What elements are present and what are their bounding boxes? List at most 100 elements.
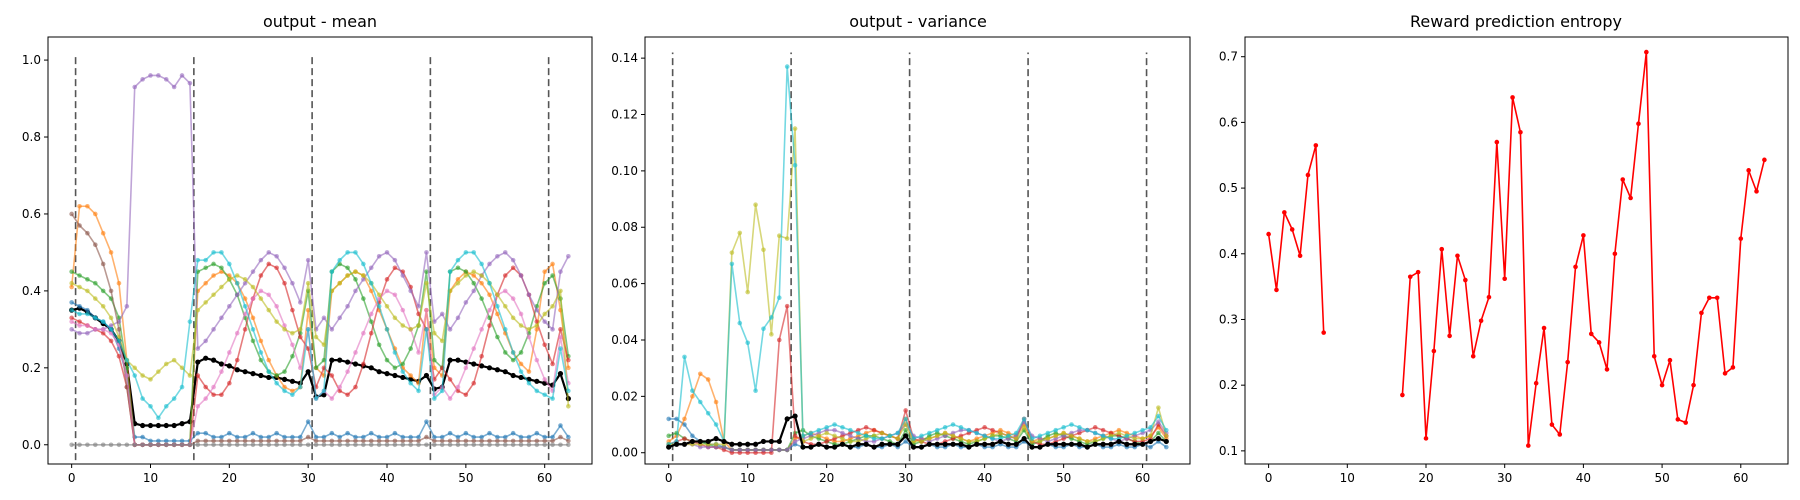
data-point [566, 442, 571, 448]
data-point [361, 434, 366, 440]
data-point [713, 441, 719, 447]
series-line [71, 301, 570, 442]
data-point [321, 315, 327, 321]
data-point [353, 269, 358, 274]
data-point [345, 273, 350, 278]
data-point [179, 421, 185, 427]
data-point [690, 433, 695, 439]
data-point [171, 442, 177, 448]
x-tick-label: 40 [1576, 471, 1591, 485]
data-point [416, 438, 421, 444]
data-point [179, 384, 185, 390]
data-point [542, 434, 547, 440]
data-point [93, 442, 98, 448]
y-tick-label: 1.0 [22, 53, 41, 67]
data-point [368, 430, 374, 436]
data-point [526, 292, 532, 298]
data-point [132, 365, 138, 371]
data-point [534, 388, 540, 394]
data-point [1659, 382, 1665, 388]
data-point [502, 369, 508, 375]
data-point [502, 273, 508, 278]
data-point [321, 442, 327, 448]
data-point [329, 430, 335, 436]
data-point [195, 373, 201, 378]
data-point [1510, 95, 1515, 100]
data-point [534, 442, 540, 448]
data-point [518, 311, 524, 317]
x-tick-label: 50 [1056, 471, 1071, 485]
data-point [729, 261, 735, 267]
data-point [745, 340, 750, 346]
data-point [376, 303, 382, 309]
data-point [848, 439, 853, 444]
data-point [682, 422, 687, 427]
data-point [542, 280, 547, 286]
data-point [502, 250, 508, 255]
data-point [281, 376, 288, 382]
data-point [966, 427, 972, 433]
data-point [705, 438, 711, 445]
data-point [282, 438, 287, 444]
data-point [416, 350, 421, 355]
plot-area [666, 64, 1169, 456]
data-point [258, 350, 264, 355]
data-point [77, 203, 82, 209]
data-point [274, 438, 279, 444]
data-point [156, 73, 161, 78]
data-point [1100, 441, 1106, 447]
data-point [274, 265, 279, 271]
data-point [542, 269, 547, 274]
data-point [305, 434, 311, 440]
data-point [242, 280, 248, 286]
data-point [424, 250, 429, 255]
data-point [227, 380, 232, 386]
data-point [510, 315, 516, 321]
data-point [226, 363, 232, 369]
data-point [495, 253, 500, 259]
data-point [895, 430, 901, 436]
y-tick-label: 0.02 [611, 389, 638, 403]
data-point [258, 338, 264, 344]
data-point [1164, 427, 1169, 433]
data-point [227, 350, 232, 355]
data-point [689, 438, 695, 445]
x-tick-label: 20 [1418, 471, 1433, 485]
data-point [203, 384, 208, 390]
data-point [250, 296, 256, 301]
data-point [526, 334, 532, 340]
data-point [502, 434, 508, 440]
data-point [242, 434, 248, 440]
data-point [455, 315, 461, 321]
series-line [668, 305, 1167, 454]
data-point [274, 319, 279, 324]
data-point [1092, 425, 1098, 430]
data-point [824, 425, 829, 430]
data-point [289, 378, 296, 384]
data-point [187, 442, 193, 448]
x-tick-label: 40 [379, 471, 394, 485]
data-point [1077, 436, 1082, 441]
y-tick-label: 0.2 [1219, 378, 1238, 392]
data-point [258, 257, 264, 263]
data-point [392, 315, 398, 321]
data-point [463, 250, 469, 255]
data-point [400, 442, 406, 448]
data-point [242, 438, 248, 444]
data-point [219, 369, 224, 374]
data-point [140, 396, 145, 401]
data-point [195, 257, 201, 263]
data-point [495, 434, 500, 440]
panel-mean: output - mean 0 10 20 30 40 50 600.00.20.40.60… [22, 12, 593, 485]
data-point [447, 327, 453, 332]
data-point [124, 442, 130, 448]
data-point [400, 323, 406, 328]
data-point [290, 442, 295, 448]
data-point [534, 307, 540, 313]
data-point [1620, 177, 1626, 182]
data-point [760, 438, 767, 445]
data-point [1076, 441, 1083, 447]
data-point [455, 257, 461, 263]
data-point [494, 367, 500, 373]
